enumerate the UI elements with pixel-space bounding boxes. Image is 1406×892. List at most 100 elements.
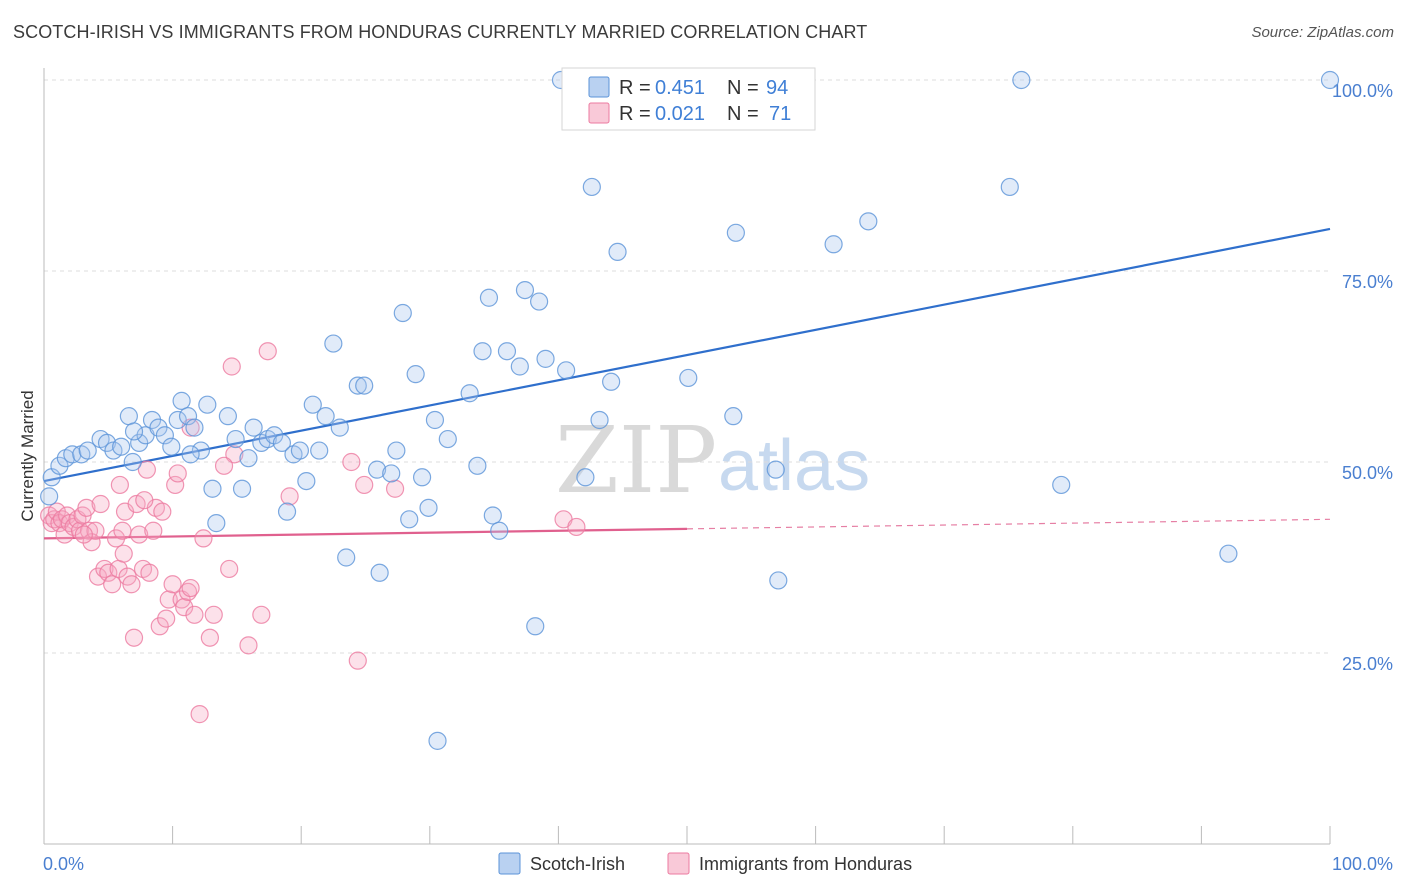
scotch-irish-point [526,617,545,636]
honduras-point [168,464,187,483]
scotch-irish-point [679,368,698,388]
scotch-irish-point [155,426,174,445]
y-tick-labels: 25.0% 50.0% 75.0% 100.0% [1332,81,1393,674]
scotch-irish-point [232,479,252,498]
honduras-point [77,498,96,517]
scotch-irish-point [203,479,222,498]
scotch-irish-point [324,334,343,353]
honduras-point [122,575,141,594]
scotch-irish-point [1219,544,1238,563]
scotch-irish-point [244,418,263,437]
honduras-point [99,563,118,582]
scotch-irish-point [330,418,349,437]
scotch-irish-point [479,288,499,307]
honduras-point [113,521,132,540]
honduras-point [144,521,163,540]
honduras-point [252,605,271,624]
honduras-point [258,342,277,361]
scotch-irish-point [168,410,187,430]
scotch-irish-point [310,441,329,460]
scotch-irish-point [172,391,191,410]
honduras-point [163,575,182,594]
scotch-irish-point [726,223,745,242]
scotch-irish-point [303,395,322,414]
scotch-irish-point [124,422,144,441]
scotch-irish-point [277,502,297,521]
scotch-irish-point [724,407,743,426]
scotch-irish-point [112,437,131,456]
series-honduras-points [40,342,586,724]
honduras-point [74,525,93,544]
scotch-irish-point [582,177,601,197]
scotch-irish-point [468,456,487,475]
scotch-irish-point [97,433,117,452]
scotch-irish-point [218,407,237,426]
scotch-irish-point [290,441,310,460]
honduras-point [348,651,367,670]
scotch-irish-point [149,418,168,437]
scotch-irish-point [557,361,576,380]
honduras-point [190,705,209,724]
honduras-point [157,609,176,628]
watermark-zip: ZIP [555,407,717,514]
honduras-point [103,575,122,594]
honduras-point [135,491,154,510]
scotch-irish-point [370,563,389,582]
scotch-irish-point [510,357,529,376]
honduras-point [137,460,156,479]
x-tick-label: 0.0% [43,854,84,874]
scotch-irish-point [425,410,445,430]
honduras-point [385,479,405,498]
legend-pink-n-label: N = [727,103,759,125]
scotch-irish-point [382,464,401,483]
bottom-legend-blue-swatch [498,852,521,875]
scotch-irish-point [337,548,356,567]
honduras-point [150,617,169,636]
honduras-point [166,475,185,495]
y-tick-label: 25.0% [1342,654,1393,674]
scotch-irish-point [226,429,245,449]
scotch-irish-point [490,521,509,540]
trend-line-scotch-irish [43,227,1331,483]
scotch-irish-point [576,468,595,487]
scotch-irish-point [419,498,438,517]
scotch-irish-point [297,472,316,491]
legend-pink-n-value: 71 [769,103,791,125]
scotch-irish-point [536,349,555,368]
honduras-point [222,357,241,376]
scotch-irish-point [483,506,502,525]
honduras-point [175,598,194,617]
legend-blue-n-label: N = [727,77,759,99]
honduras-point [82,533,101,552]
honduras-point [114,544,133,563]
axes [43,68,1331,845]
scotch-irish-point [142,410,162,430]
scotch-irish-point [1052,475,1071,495]
honduras-point [220,559,239,579]
series-scotch-irish-points [40,70,1340,750]
honduras-point [204,605,223,624]
x-tick-label: 100.0% [1332,854,1393,874]
honduras-point [280,487,299,506]
scotch-irish-point [181,445,200,464]
scotch-irish-point [473,342,492,361]
trend-lines [43,227,1331,540]
honduras-point [110,475,129,495]
legend-pink-r-value: 0.021 [655,103,705,125]
scotch-irish-point [239,449,258,468]
watermark-atlas: atlas [718,426,870,506]
bottom-legend-pink-swatch [667,852,690,875]
honduras-point [225,445,244,464]
legend-pink-r-label: R = [619,103,651,125]
scotch-irish-point [207,514,226,533]
trend-line-honduras [43,527,688,540]
scotch-irish-point [859,212,878,231]
scotch-irish-point [412,468,432,487]
honduras-point [106,529,126,548]
scotch-irish-point [265,426,284,445]
scotch-irish-point [316,407,335,426]
scotch-irish-point [198,395,217,414]
honduras-point [355,475,374,495]
scotch-irish-point [185,418,204,437]
